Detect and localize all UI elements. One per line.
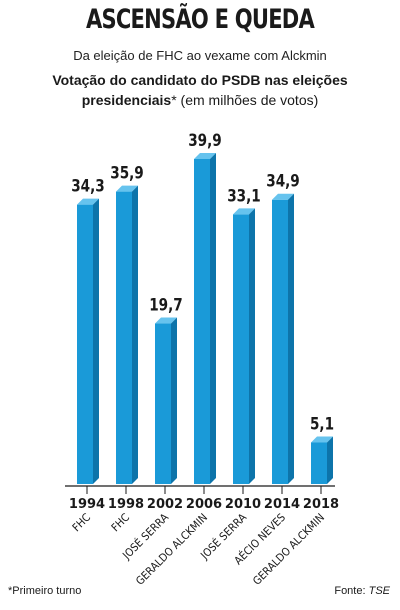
bar-2014 xyxy=(272,199,288,485)
bar-2006 xyxy=(194,159,210,484)
bar-side-2002 xyxy=(171,317,177,484)
bar-side-2014 xyxy=(288,193,294,485)
tick-label: 2010 xyxy=(225,497,261,512)
tick-label: 2018 xyxy=(303,497,339,512)
bar-side-2018 xyxy=(327,436,333,484)
description-bold-2: presidenciais xyxy=(81,92,172,108)
bar-top-2006 xyxy=(194,153,216,159)
chart-title: ASCENSÃO E QUEDA xyxy=(85,4,315,35)
candidate-label: FHC xyxy=(70,511,93,534)
bar-side-1994 xyxy=(93,198,99,485)
description-line-1: Votação do candidato do PSDB nas eleiçõe… xyxy=(52,72,348,88)
value-label: 19,7 xyxy=(149,295,183,315)
bar-2010 xyxy=(233,214,249,484)
tick-label: 1994 xyxy=(69,497,105,512)
candidate-label: GERALDO ALCKMIN xyxy=(133,511,210,588)
source: Fonte: TSE xyxy=(334,585,390,597)
bar-top-1998 xyxy=(116,185,138,192)
tick-label: 2002 xyxy=(147,497,183,512)
bar-side-1998 xyxy=(132,185,138,484)
value-label: 33,1 xyxy=(227,186,261,206)
bar-1994 xyxy=(77,204,93,485)
bar-top-2018 xyxy=(311,436,333,443)
candidate-label: FHC xyxy=(109,511,132,534)
bar-side-2006 xyxy=(210,153,216,484)
value-label: 34,9 xyxy=(266,171,300,191)
source-label: Fonte: xyxy=(334,585,369,597)
description-rest: * (em milhões de votos) xyxy=(171,92,319,108)
bar-top-1994 xyxy=(77,198,99,205)
bar-2018 xyxy=(311,442,327,484)
tick-label: 2006 xyxy=(186,497,222,512)
chart-description: Votação do candidato do PSDB nas eleiçõe… xyxy=(0,70,400,110)
value-label: 5,1 xyxy=(310,414,334,434)
bar-top-2014 xyxy=(272,193,294,200)
tick-label: 1998 xyxy=(108,497,144,512)
bar-side-2010 xyxy=(249,208,255,484)
value-label: 34,3 xyxy=(71,176,105,196)
bar-2002 xyxy=(155,323,171,484)
value-label: 39,9 xyxy=(188,131,222,151)
candidate-label: GERALDO ALCKMIN xyxy=(250,511,327,588)
chart-subtitle: Da eleição de FHC ao vexame com Alckmin xyxy=(73,48,327,63)
value-label: 35,9 xyxy=(110,163,144,183)
tick-label: 2014 xyxy=(264,497,300,512)
footnote: *Primeiro turno xyxy=(8,585,82,597)
bar-top-2002 xyxy=(155,317,177,324)
bar-1998 xyxy=(116,191,132,484)
source-value: TSE xyxy=(368,585,390,597)
bar-top-2010 xyxy=(233,208,255,215)
